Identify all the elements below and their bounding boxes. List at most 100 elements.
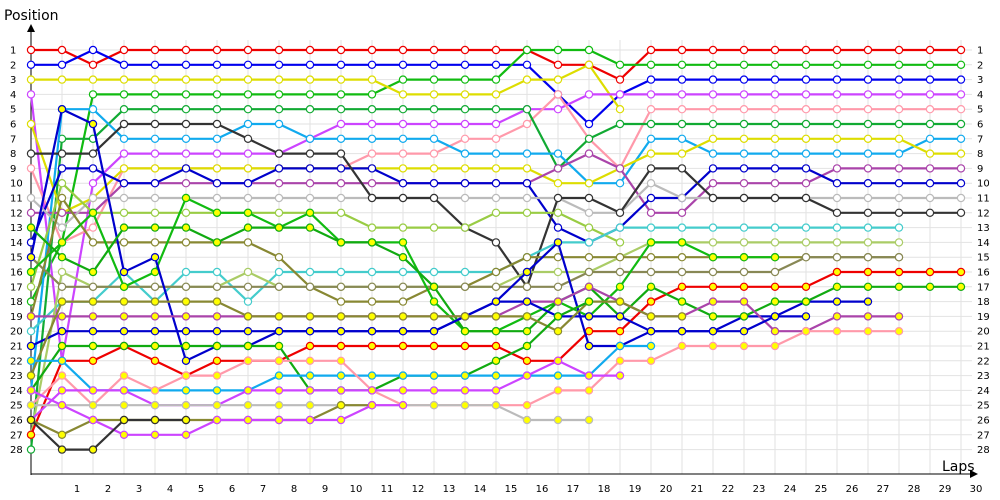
- data-point: [243, 164, 253, 173]
- data-point: [491, 238, 501, 247]
- data-point: [739, 253, 749, 262]
- data-point: [739, 267, 749, 277]
- data-point: [57, 312, 67, 321]
- data-point: [956, 267, 966, 277]
- data-point: [739, 60, 749, 70]
- data-point: [708, 341, 718, 351]
- data-point: [26, 253, 36, 262]
- y-tick-label-left: 26: [10, 416, 23, 427]
- data-point: [677, 149, 687, 158]
- data-point: [274, 223, 284, 232]
- data-point: [150, 356, 160, 365]
- data-point: [119, 134, 129, 143]
- data-point: [584, 327, 594, 336]
- data-point: [708, 238, 718, 247]
- data-point: [150, 134, 160, 143]
- data-point: [336, 312, 346, 321]
- data-point: [522, 327, 532, 336]
- data-point: [584, 119, 594, 129]
- data-point: [181, 430, 191, 439]
- marked-series-5: [26, 297, 811, 351]
- data-point: [770, 119, 780, 129]
- data-point: [584, 267, 594, 277]
- data-point: [708, 119, 718, 129]
- data-point: [119, 238, 129, 247]
- data-point: [243, 134, 253, 143]
- data-point: [956, 282, 966, 291]
- data-point: [274, 193, 284, 203]
- data-point: [522, 75, 532, 84]
- y-tick-label-left: 14: [10, 238, 23, 249]
- data-point: [770, 164, 780, 173]
- data-point: [615, 267, 625, 277]
- y-tick-label-right: 3: [977, 75, 983, 86]
- data-point: [739, 134, 749, 143]
- data-point: [770, 253, 780, 262]
- data-point: [739, 178, 749, 188]
- data-point: [150, 223, 160, 232]
- data-point: [88, 238, 98, 247]
- data-point: [150, 253, 160, 262]
- data-point: [553, 371, 563, 380]
- data-point: [522, 119, 532, 129]
- data-point: [150, 386, 160, 395]
- data-point: [739, 223, 749, 232]
- data-point: [429, 386, 439, 395]
- data-point: [522, 45, 532, 55]
- data-point: [894, 312, 904, 321]
- data-point: [584, 193, 594, 203]
- data-point: [646, 341, 656, 351]
- data-point: [274, 60, 284, 70]
- data-point: [26, 208, 36, 217]
- data-point: [553, 238, 563, 247]
- data-point: [460, 134, 470, 143]
- data-point: [181, 297, 191, 306]
- y-tick-label-left: 17: [10, 282, 23, 293]
- data-point: [863, 119, 873, 129]
- data-point: [88, 60, 98, 70]
- data-point: [801, 60, 811, 70]
- data-point: [274, 164, 284, 173]
- x-tick-label: 21: [691, 484, 704, 495]
- series-3: [26, 60, 625, 114]
- data-point: [615, 282, 625, 291]
- data-point: [894, 238, 904, 247]
- data-point: [739, 297, 749, 306]
- data-point: [708, 327, 718, 336]
- data-point: [677, 238, 687, 247]
- data-point: [584, 253, 594, 262]
- data-point: [615, 164, 625, 173]
- y-tick-label-right: 14: [977, 238, 990, 249]
- data-point: [367, 90, 377, 99]
- data-point: [894, 178, 904, 188]
- y-tick-label-left: 8: [10, 149, 16, 160]
- data-point: [584, 341, 594, 351]
- data-point: [212, 415, 222, 425]
- data-point: [956, 149, 966, 158]
- series-line: [30, 359, 620, 421]
- x-tick-label: 13: [443, 484, 456, 495]
- data-point: [57, 75, 67, 84]
- data-point: [119, 312, 129, 321]
- data-point: [584, 223, 594, 232]
- x-tick-label: 28: [908, 484, 921, 495]
- data-point: [243, 119, 253, 129]
- data-point: [305, 60, 315, 70]
- data-point: [491, 90, 501, 99]
- data-point: [212, 60, 222, 70]
- data-point: [150, 193, 160, 203]
- y-tick-label-left: 27: [10, 430, 23, 441]
- data-point: [398, 90, 408, 99]
- data-point: [832, 178, 842, 188]
- data-point: [26, 401, 36, 410]
- data-point: [429, 45, 439, 55]
- data-point: [57, 149, 67, 158]
- y-tick-label-right: 20: [977, 327, 990, 338]
- data-point: [429, 282, 439, 291]
- data-point: [181, 193, 191, 203]
- data-point: [367, 223, 377, 232]
- data-point: [274, 267, 284, 277]
- data-point: [398, 267, 408, 277]
- data-point: [708, 312, 718, 321]
- data-point: [305, 75, 315, 84]
